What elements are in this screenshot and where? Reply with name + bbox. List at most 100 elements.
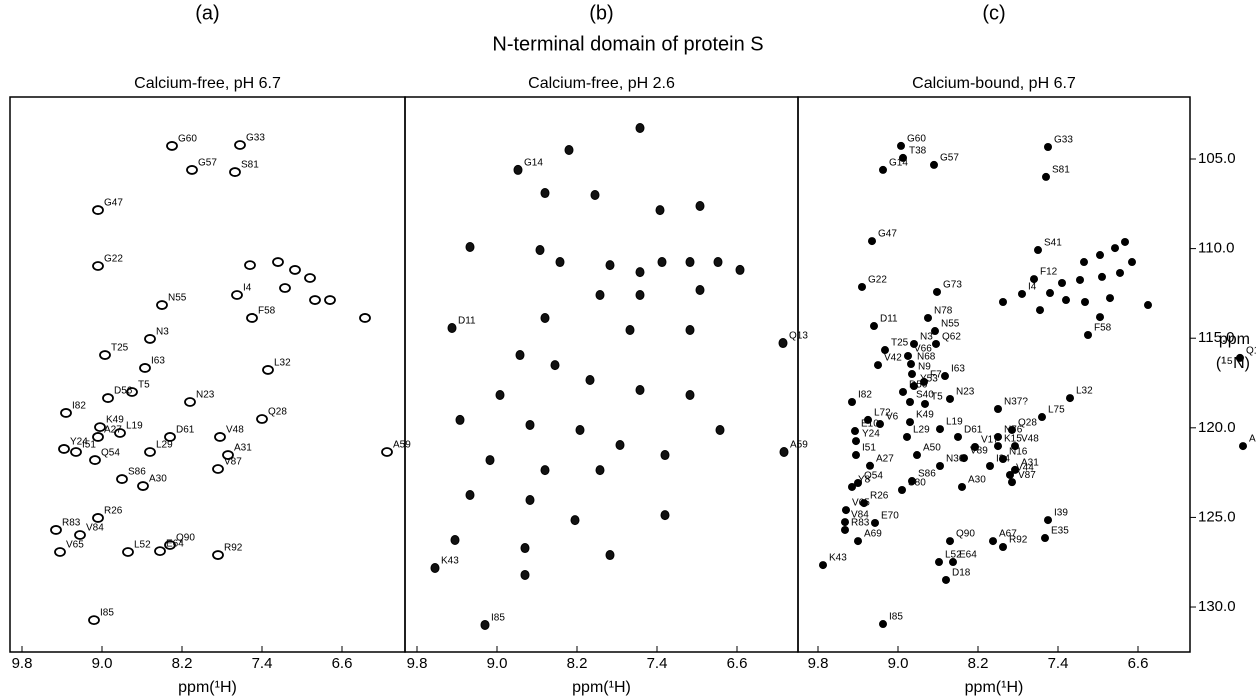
peak-label: I85 xyxy=(889,612,903,623)
peak-label: V66 xyxy=(914,344,932,355)
peak xyxy=(910,339,918,348)
y-tick-label: 105.0 xyxy=(1198,150,1236,167)
peak xyxy=(450,534,460,545)
peak xyxy=(256,414,268,424)
peak xyxy=(695,285,705,296)
peak xyxy=(595,290,605,301)
peak-label: A27 xyxy=(876,453,894,464)
peak xyxy=(625,324,635,335)
peak-label: Q90 xyxy=(956,529,975,540)
peak xyxy=(540,465,550,476)
peak-label: K15 xyxy=(1004,434,1022,445)
peak xyxy=(941,372,949,381)
peak-label: I34 xyxy=(996,454,1010,465)
peak xyxy=(465,241,475,252)
x-tick-label: 9.8 xyxy=(808,655,829,672)
peak-label: V89 xyxy=(970,446,988,457)
x-tick-label: 9.0 xyxy=(888,655,909,672)
peak xyxy=(1044,142,1052,151)
peak-label: K49 xyxy=(916,410,934,421)
peak xyxy=(986,461,994,470)
peak xyxy=(156,300,168,310)
peak xyxy=(1034,246,1042,255)
peak-label: A30 xyxy=(149,474,167,485)
peak xyxy=(58,444,70,454)
peak xyxy=(246,313,258,323)
peak xyxy=(1018,289,1026,298)
peak-label: Q28 xyxy=(1018,418,1037,429)
peak xyxy=(234,140,246,150)
peak xyxy=(1044,516,1052,525)
peak xyxy=(899,387,907,396)
peak xyxy=(1084,330,1092,339)
peak xyxy=(635,267,645,278)
peak xyxy=(122,547,134,557)
peak-label: T5 xyxy=(138,380,150,391)
peak xyxy=(570,515,580,526)
peak xyxy=(262,365,274,375)
peak-label: Y24 xyxy=(862,429,880,440)
peak xyxy=(166,141,178,151)
x-axis-label: ppm(¹H) xyxy=(572,679,631,696)
peak xyxy=(99,350,111,360)
peak-label: L19 xyxy=(126,421,143,432)
peak xyxy=(520,543,530,554)
peak xyxy=(932,339,940,348)
y-tick-label: 110.0 xyxy=(1198,240,1234,257)
peak xyxy=(936,461,944,470)
peak-label: A59 xyxy=(393,440,411,451)
peak xyxy=(635,385,645,396)
peak xyxy=(535,245,545,256)
peak-label: Q13 xyxy=(1246,346,1256,357)
y-axis-label: ppm xyxy=(1219,331,1250,348)
peak xyxy=(949,558,957,567)
peak xyxy=(657,257,667,268)
peak-label: L72 xyxy=(874,408,891,419)
peak-label: N78 xyxy=(934,306,953,317)
x-tick-label: 8.2 xyxy=(567,655,588,672)
peak xyxy=(946,537,954,546)
peak xyxy=(590,190,600,201)
peak-label: S86 xyxy=(128,467,146,478)
peak-label: N3 xyxy=(156,327,169,338)
peak xyxy=(540,312,550,323)
peak xyxy=(555,257,565,268)
peak-label: T25 xyxy=(891,338,909,349)
peak xyxy=(1081,298,1089,307)
peak-label: N16 xyxy=(1009,447,1028,458)
peak xyxy=(713,257,723,268)
peak-label: Q28 xyxy=(268,407,287,418)
peak xyxy=(324,295,336,305)
peak xyxy=(924,313,932,322)
peak-label: G60 xyxy=(178,134,197,145)
peak-label: D61 xyxy=(964,425,983,436)
peak-label: D56 xyxy=(114,386,133,397)
peak-label: I39 xyxy=(1054,508,1068,519)
peak xyxy=(74,530,86,540)
peak xyxy=(60,408,72,418)
peak-label: I82 xyxy=(72,401,86,412)
peak-label: L52 xyxy=(134,540,151,551)
x-tick-label: 7.4 xyxy=(647,655,668,672)
peak-label: R92 xyxy=(1009,535,1028,546)
panel-title: Calcium-free, pH 6.7 xyxy=(134,75,281,92)
peak xyxy=(116,474,128,484)
peak-label: V87 xyxy=(1018,470,1036,481)
x-tick-label: 6.6 xyxy=(1128,655,1149,672)
peak xyxy=(1046,289,1054,298)
peak-label: D11 xyxy=(458,316,476,327)
peak-label: L75 xyxy=(1048,405,1065,416)
x-tick-label: 9.0 xyxy=(92,655,113,672)
peak xyxy=(289,265,301,275)
peak-label: V6 xyxy=(886,412,899,423)
peak xyxy=(960,454,968,463)
figure-title: N-terminal domain of protein S xyxy=(492,33,763,55)
x-tick-label: 7.4 xyxy=(252,655,273,672)
peak xyxy=(685,324,695,335)
y-tick-label: 125.0 xyxy=(1198,508,1236,525)
peak-label: G33 xyxy=(246,133,265,144)
peak xyxy=(989,537,997,546)
peak xyxy=(854,537,862,546)
peak-label: V42 xyxy=(884,353,902,364)
